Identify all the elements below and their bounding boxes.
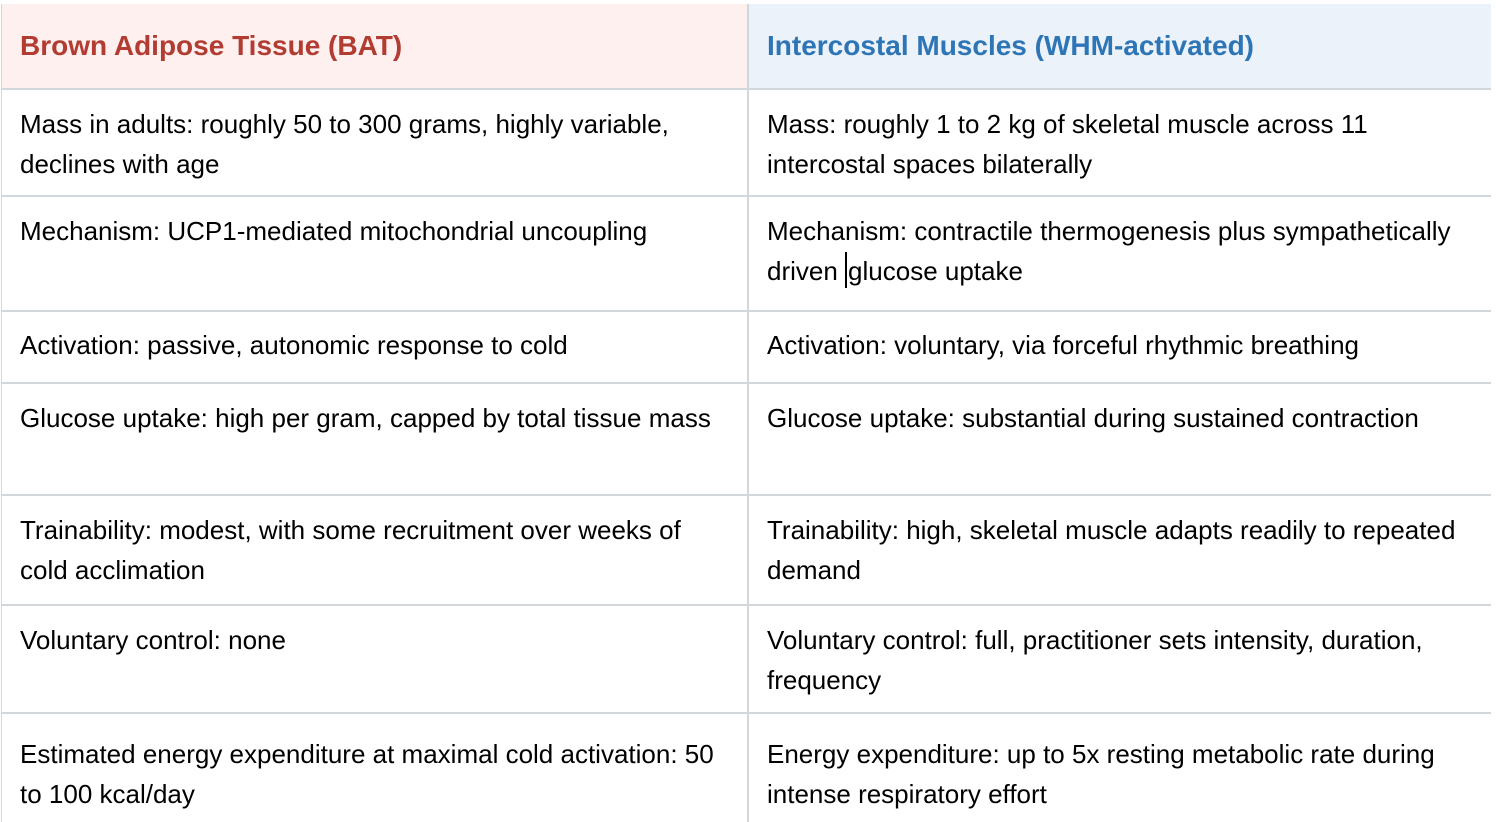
table-row-energy-expenditure: Estimated energy expenditure at maximal …: [2, 712, 1491, 822]
cell-text: Glucose uptake: high per gram, capped by…: [20, 403, 711, 433]
cell-text: Trainability: modest, with some recruitm…: [20, 515, 681, 585]
cell-text: Energy expenditure: up to 5x resting met…: [767, 739, 1435, 809]
intercostal-voluntary-cell[interactable]: Voluntary control: full, practitioner se…: [749, 606, 1491, 712]
intercostal-mass-cell[interactable]: Mass: roughly 1 to 2 kg of skeletal musc…: [749, 90, 1491, 195]
bat-header-cell[interactable]: Brown Adipose Tissue (BAT): [2, 4, 749, 88]
cell-text: Mass: roughly 1 to 2 kg of skeletal musc…: [767, 109, 1368, 179]
cell-text: Voluntary control: full, practitioner se…: [767, 625, 1423, 695]
table-header-row: Brown Adipose Tissue (BAT) Intercostal M…: [2, 4, 1491, 88]
comparison-table: Brown Adipose Tissue (BAT) Intercostal M…: [1, 4, 1491, 822]
intercostal-header-cell[interactable]: Intercostal Muscles (WHM-activated): [749, 4, 1491, 88]
text-cursor: [845, 252, 848, 288]
intercostal-glucose-cell[interactable]: Glucose uptake: substantial during susta…: [749, 384, 1491, 494]
table-row-mechanism: Mechanism: UCP1-mediated mitochondrial u…: [2, 195, 1491, 310]
cell-text: Mechanism: UCP1-mediated mitochondrial u…: [20, 216, 648, 246]
bat-mass-cell[interactable]: Mass in adults: roughly 50 to 300 grams,…: [2, 90, 749, 195]
table-row-activation: Activation: passive, autonomic response …: [2, 310, 1491, 382]
cell-text: Estimated energy expenditure at maximal …: [20, 739, 714, 809]
intercostal-activation-cell[interactable]: Activation: voluntary, via forceful rhyt…: [749, 312, 1491, 382]
bat-energy-cell[interactable]: Estimated energy expenditure at maximal …: [2, 714, 749, 822]
bat-trainability-cell[interactable]: Trainability: modest, with some recruitm…: [2, 496, 749, 604]
bat-voluntary-cell[interactable]: Voluntary control: none: [2, 606, 749, 712]
cell-text: Voluntary control: none: [20, 625, 286, 655]
table-row-voluntary-control: Voluntary control: none Voluntary contro…: [2, 604, 1491, 712]
cell-text: Trainability: high, skeletal muscle adap…: [767, 515, 1456, 585]
bat-mechanism-cell[interactable]: Mechanism: UCP1-mediated mitochondrial u…: [2, 197, 749, 310]
intercostal-trainability-cell[interactable]: Trainability: high, skeletal muscle adap…: [749, 496, 1491, 604]
cell-text: Mass in adults: roughly 50 to 300 grams,…: [20, 109, 669, 179]
bat-activation-cell[interactable]: Activation: passive, autonomic response …: [2, 312, 749, 382]
cell-text: Mechanism: contractile thermogenesis plu…: [767, 216, 1451, 286]
intercostal-mechanism-cell[interactable]: Mechanism: contractile thermogenesis plu…: [749, 197, 1491, 310]
cell-text: Activation: passive, autonomic response …: [20, 330, 568, 360]
intercostal-header-label: Intercostal Muscles (WHM-activated): [767, 30, 1254, 61]
bat-glucose-cell[interactable]: Glucose uptake: high per gram, capped by…: [2, 384, 749, 494]
table-row-glucose-uptake: Glucose uptake: high per gram, capped by…: [2, 382, 1491, 494]
cell-text: glucose uptake: [848, 256, 1023, 286]
intercostal-energy-cell[interactable]: Energy expenditure: up to 5x resting met…: [749, 714, 1491, 822]
cell-text: Glucose uptake: substantial during susta…: [767, 403, 1419, 433]
table-row-trainability: Trainability: modest, with some recruitm…: [2, 494, 1491, 604]
bat-header-label: Brown Adipose Tissue (BAT): [20, 30, 403, 61]
table-row-mass: Mass in adults: roughly 50 to 300 grams,…: [2, 88, 1491, 195]
cell-text: Activation: voluntary, via forceful rhyt…: [767, 330, 1360, 360]
